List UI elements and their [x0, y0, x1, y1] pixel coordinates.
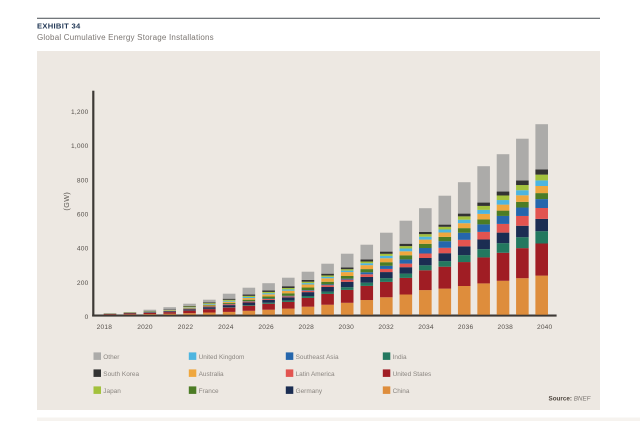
- svg-text:400: 400: [77, 246, 89, 253]
- svg-text:Other: Other: [103, 354, 120, 361]
- svg-text:United Kingdom: United Kingdom: [199, 354, 245, 361]
- svg-text:600: 600: [77, 212, 89, 219]
- svg-text:Source: BNEF: Source: BNEF: [549, 396, 592, 403]
- svg-text:2038: 2038: [498, 324, 514, 331]
- svg-text:2022: 2022: [178, 324, 194, 331]
- svg-text:EXHIBIT 34: EXHIBIT 34: [37, 22, 81, 31]
- svg-text:(GW): (GW): [62, 192, 71, 211]
- svg-text:Japan: Japan: [103, 388, 121, 395]
- svg-text:2032: 2032: [378, 324, 394, 331]
- svg-text:2026: 2026: [258, 324, 274, 331]
- svg-text:France: France: [199, 388, 219, 395]
- svg-text:800: 800: [77, 177, 89, 184]
- svg-text:2028: 2028: [298, 324, 314, 331]
- svg-text:Southeast Asia: Southeast Asia: [296, 354, 339, 361]
- svg-text:2034: 2034: [418, 324, 434, 331]
- svg-text:2024: 2024: [218, 324, 234, 331]
- svg-text:2030: 2030: [339, 324, 355, 331]
- svg-text:Australia: Australia: [199, 371, 224, 378]
- svg-text:Global Cumulative Energy Stora: Global Cumulative Energy Storage Install…: [37, 33, 214, 42]
- svg-text:United States: United States: [393, 371, 432, 378]
- svg-text:South Korea: South Korea: [103, 371, 139, 378]
- svg-text:0: 0: [85, 314, 89, 321]
- svg-text:Germany: Germany: [296, 388, 323, 395]
- svg-text:India: India: [393, 354, 407, 361]
- svg-text:1,000: 1,000: [71, 143, 89, 150]
- svg-text:China: China: [393, 388, 410, 395]
- svg-text:2040: 2040: [537, 324, 553, 331]
- svg-text:1,200: 1,200: [71, 109, 89, 116]
- svg-text:2018: 2018: [97, 324, 113, 331]
- svg-text:2020: 2020: [137, 324, 153, 331]
- svg-text:2036: 2036: [458, 324, 474, 331]
- svg-text:Latin America: Latin America: [296, 371, 335, 378]
- svg-text:200: 200: [77, 280, 89, 287]
